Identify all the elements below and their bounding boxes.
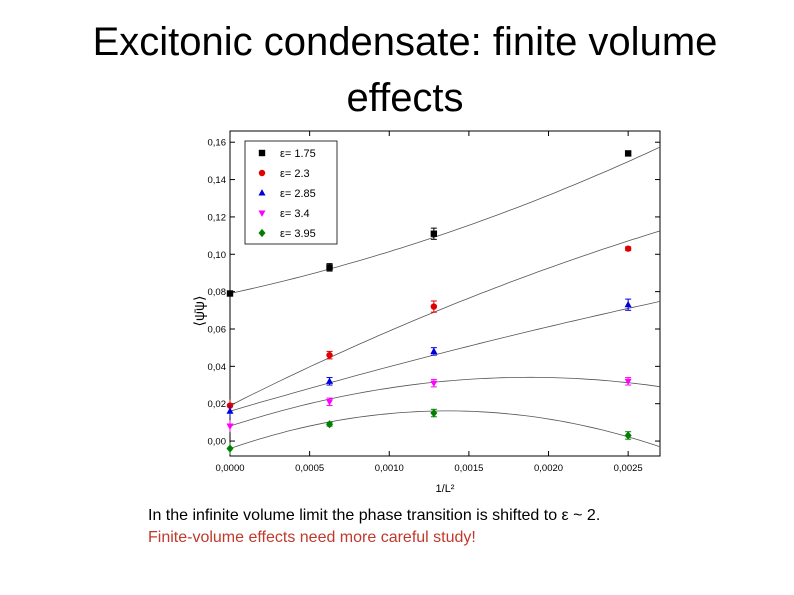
data-point — [624, 150, 632, 157]
y-tick-label: 0,08 — [208, 287, 227, 298]
fit-curve — [230, 410, 660, 449]
legend-marker — [258, 210, 266, 217]
intercept-point — [226, 423, 234, 430]
y-tick-label: 0,14 — [208, 175, 227, 186]
intercept-point — [226, 290, 234, 297]
fit-curve — [230, 376, 660, 427]
data-point — [326, 351, 333, 359]
legend-marker — [258, 189, 266, 196]
caption-line2: Finite-volume effects need more careful … — [148, 529, 476, 546]
fit-curve — [230, 146, 660, 294]
chart: 0,0000 0,0005 0,0010 0,0015 0,0020 0,0025 0,00… — [190, 126, 670, 496]
data-point — [624, 245, 632, 252]
data-point — [326, 264, 333, 271]
data-point — [624, 431, 632, 440]
data-point — [430, 408, 438, 418]
y-tick-label: 0,00 — [208, 437, 227, 448]
slide-title-line2: effects — [346, 76, 464, 120]
x-tick-label: 0,0010 — [375, 463, 404, 474]
x-axis-label: 1/L² — [436, 483, 455, 495]
fit-curves — [230, 146, 660, 449]
data-point — [624, 300, 632, 308]
caption: In the infinite volume limit the phase t… — [148, 505, 600, 549]
legend-marker — [258, 149, 266, 157]
x-tick-label: 0,0025 — [614, 463, 643, 474]
x-tick-label: 0,0000 — [215, 463, 244, 474]
x-tick-label: 0,0015 — [454, 463, 483, 474]
data-point — [326, 420, 334, 429]
legend: ε= 1.75 ε= 2.3 ε= 2.85 ε= 3.4 ε= 3.95 — [244, 140, 338, 245]
chart-svg: 0,0000 0,0005 0,0010 0,0015 0,0020 0,0025 0,00… — [191, 130, 661, 495]
x-tick-label: 0,0020 — [534, 463, 563, 474]
data-point — [430, 380, 438, 387]
legend-label: ε= 3.4 — [280, 208, 310, 220]
y-tick-label: 0,02 — [208, 399, 227, 410]
data-point — [326, 399, 334, 406]
legend-label: ε= 1.75 — [280, 148, 316, 160]
fit-curve — [230, 301, 660, 412]
legend-label: ε= 3.95 — [280, 228, 316, 240]
intercept-point — [226, 407, 234, 414]
data-point — [430, 230, 438, 237]
fit-curve — [230, 230, 660, 406]
data-point — [430, 303, 438, 310]
x-tick-label: 0,0005 — [295, 463, 324, 474]
y-tick-label: 0,16 — [208, 138, 227, 149]
caption-line1: In the infinite volume limit the phase t… — [148, 507, 601, 524]
axis-ticks: 0,0000 0,0005 0,0010 0,0015 0,0020 0,0025 0,00… — [208, 131, 660, 474]
slide-title: Excitonic condensate: finite volume effe… — [0, 14, 794, 126]
y-axis-label: ⟨ψ̄ψ⟩ — [191, 296, 207, 327]
y-tick-label: 0,10 — [208, 250, 227, 261]
data-point — [326, 377, 334, 384]
data-point — [624, 378, 632, 386]
data-point — [430, 347, 438, 354]
y-tick-label: 0,12 — [208, 212, 227, 223]
data-points — [226, 150, 632, 455]
intercept-point — [226, 444, 234, 453]
y-tick-label: 0,06 — [208, 324, 227, 335]
legend-label: ε= 2.3 — [280, 168, 310, 180]
legend-label: ε= 2.85 — [280, 188, 316, 200]
legend-marker — [258, 169, 266, 177]
y-tick-label: 0,04 — [208, 362, 227, 373]
slide-title-line1: Excitonic condensate: finite volume — [92, 20, 718, 64]
